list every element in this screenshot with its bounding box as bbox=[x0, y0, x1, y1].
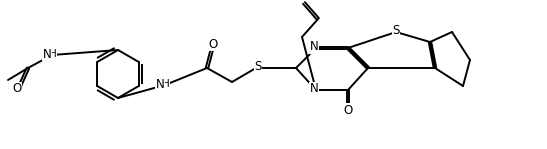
Text: O: O bbox=[344, 104, 353, 117]
Text: H: H bbox=[162, 79, 170, 89]
Text: S: S bbox=[254, 60, 261, 73]
Text: N: N bbox=[156, 77, 165, 90]
Text: H: H bbox=[49, 49, 57, 59]
Text: S: S bbox=[392, 24, 400, 38]
Text: N: N bbox=[310, 41, 318, 53]
Text: N: N bbox=[310, 83, 318, 96]
Text: O: O bbox=[13, 83, 22, 96]
Text: O: O bbox=[208, 38, 218, 51]
Text: N: N bbox=[43, 48, 51, 60]
